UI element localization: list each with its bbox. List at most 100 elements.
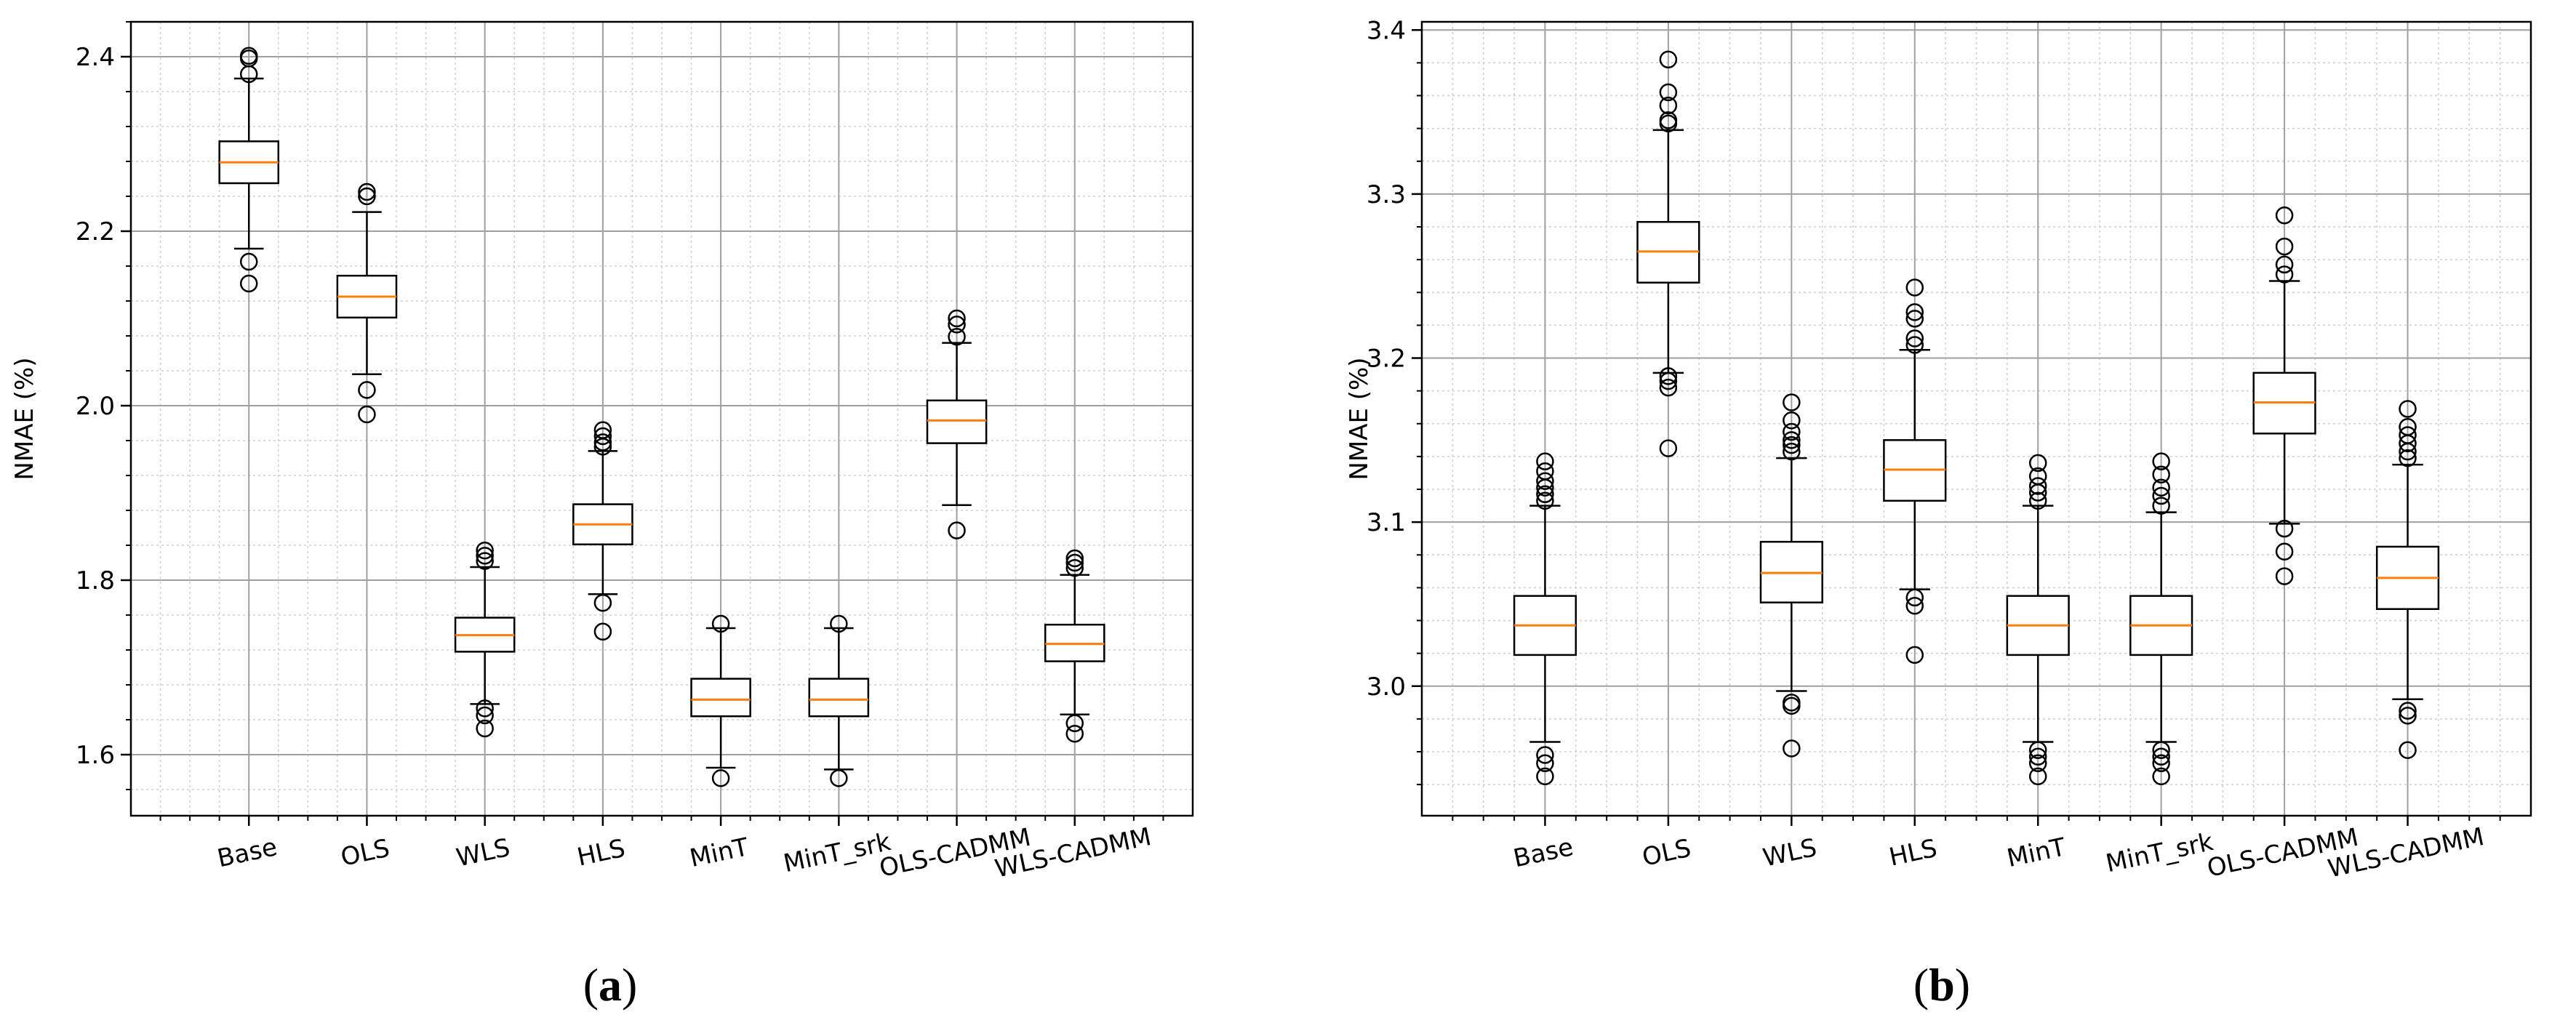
- flier-point: [1905, 310, 1924, 328]
- flier-point: [1536, 754, 1554, 773]
- flier-point: [1536, 746, 1554, 764]
- flier-point: [2275, 542, 2294, 561]
- flier-point: [948, 327, 966, 346]
- y-axis: 1.6 1.8 2.0 2.2 2.4: [76, 21, 131, 790]
- flier-point: [239, 47, 258, 65]
- panel-caption-b: (b): [1913, 959, 1971, 1011]
- flier-point: [1905, 336, 1924, 354]
- flier-point: [2152, 497, 2170, 515]
- flier-point: [2399, 418, 2417, 436]
- x-tick-label: WLS: [1761, 833, 1820, 873]
- box-WLS-CADMM: [2375, 400, 2440, 760]
- flier-point: [593, 427, 612, 446]
- box-Base: [1513, 452, 1577, 786]
- y-tick-label: 3.2: [1367, 345, 1406, 374]
- box-WLS-CADMM: [1044, 549, 1105, 743]
- flier-point: [1536, 472, 1554, 490]
- flier-point: [476, 552, 494, 570]
- flier-point: [358, 187, 376, 206]
- flier-point: [1905, 596, 1924, 615]
- flier-point: [1536, 491, 1554, 510]
- flier-point: [1783, 393, 1801, 411]
- panel-caption-a: (a): [583, 959, 638, 1011]
- flier-point: [948, 316, 966, 334]
- flier-point: [2152, 747, 2170, 766]
- y-tick-label: 2.2: [76, 217, 115, 246]
- flier-point: [239, 252, 258, 271]
- x-tick-label: OLS: [338, 834, 392, 872]
- box-WLS: [454, 541, 516, 738]
- flier-point: [1659, 372, 1678, 390]
- y-tick-label: 3.3: [1367, 180, 1406, 209]
- flier-point: [2028, 467, 2047, 486]
- flier-point: [1783, 422, 1801, 441]
- flier-point: [2399, 400, 2417, 418]
- flier-point: [1659, 83, 1678, 102]
- y-axis: 3.0 3.1 3.2 3.3 3.4: [1367, 16, 1422, 786]
- flier-point: [830, 769, 848, 787]
- flier-point: [1905, 303, 1924, 321]
- flier-point: [593, 433, 612, 451]
- y-tick-label: 3.4: [1367, 16, 1406, 45]
- box-OLS: [336, 182, 398, 424]
- flier-point: [1783, 442, 1801, 461]
- x-tick-label: HLS: [575, 834, 628, 872]
- flier-point: [948, 309, 966, 328]
- flier-point: [593, 593, 612, 612]
- flier-point: [2399, 741, 2417, 760]
- x-tick-label: OLS: [1640, 834, 1694, 872]
- y-tick-label: 2.0: [76, 392, 115, 421]
- box-OLS: [1636, 50, 1700, 457]
- flier-point: [830, 614, 848, 633]
- flier-point: [2275, 519, 2294, 538]
- y-tick-label: 3.0: [1367, 672, 1406, 702]
- flier-point: [2399, 702, 2417, 720]
- flier-point: [2399, 449, 2417, 467]
- flier-point: [2152, 754, 2170, 773]
- flier-point: [593, 622, 612, 641]
- flier-point: [2275, 206, 2294, 225]
- flier-point: [2028, 767, 2047, 786]
- box-HLS: [1883, 278, 1947, 664]
- x-tick-label: HLS: [1887, 834, 1940, 872]
- flier-point: [2152, 486, 2170, 505]
- box-MinT: [690, 614, 751, 787]
- y-tick-label: 3.1: [1367, 508, 1406, 537]
- flier-point: [2275, 237, 2294, 256]
- flier-point: [1783, 739, 1801, 758]
- flier-point: [1065, 558, 1084, 577]
- y-tick-label: 1.6: [76, 741, 115, 770]
- flier-point: [2275, 265, 2294, 284]
- flier-point: [1659, 50, 1678, 69]
- y-tick-label: 2.4: [76, 43, 115, 72]
- y-axis-label: NMAE (%): [1345, 357, 1374, 480]
- flier-point: [1905, 588, 1924, 607]
- flier-point: [1659, 367, 1678, 385]
- flier-point: [2028, 747, 2047, 766]
- flier-point: [1783, 431, 1801, 449]
- grid-lines: [131, 21, 1193, 816]
- chart-panel-a: 1.6 1.8 2.0 2.2 2.4 NMAE (%) Base OLS WLS HLS MinT…: [10, 20, 1194, 883]
- y-tick-label: 1.8: [76, 566, 115, 595]
- flier-point: [2028, 454, 2047, 473]
- flier-point: [593, 421, 612, 439]
- flier-point: [476, 547, 494, 565]
- flier-point: [1783, 694, 1801, 712]
- iqr-box: [808, 678, 870, 718]
- flier-point: [2028, 741, 2047, 760]
- box-MinT: [2006, 454, 2070, 786]
- flier-point: [2152, 452, 2170, 470]
- x-tick-label: MinT: [2004, 832, 2068, 873]
- flier-point: [1065, 549, 1084, 568]
- flier-point: [1783, 435, 1801, 454]
- flier-point: [1783, 411, 1801, 430]
- flier-point: [476, 541, 494, 560]
- flier-point: [2275, 255, 2294, 274]
- x-tick-label: Base: [215, 832, 279, 873]
- flier-point: [2152, 767, 2170, 786]
- flier-point: [1065, 724, 1084, 743]
- flier-point: [948, 521, 966, 539]
- iqr-box: [926, 399, 988, 444]
- flier-point: [1659, 111, 1678, 129]
